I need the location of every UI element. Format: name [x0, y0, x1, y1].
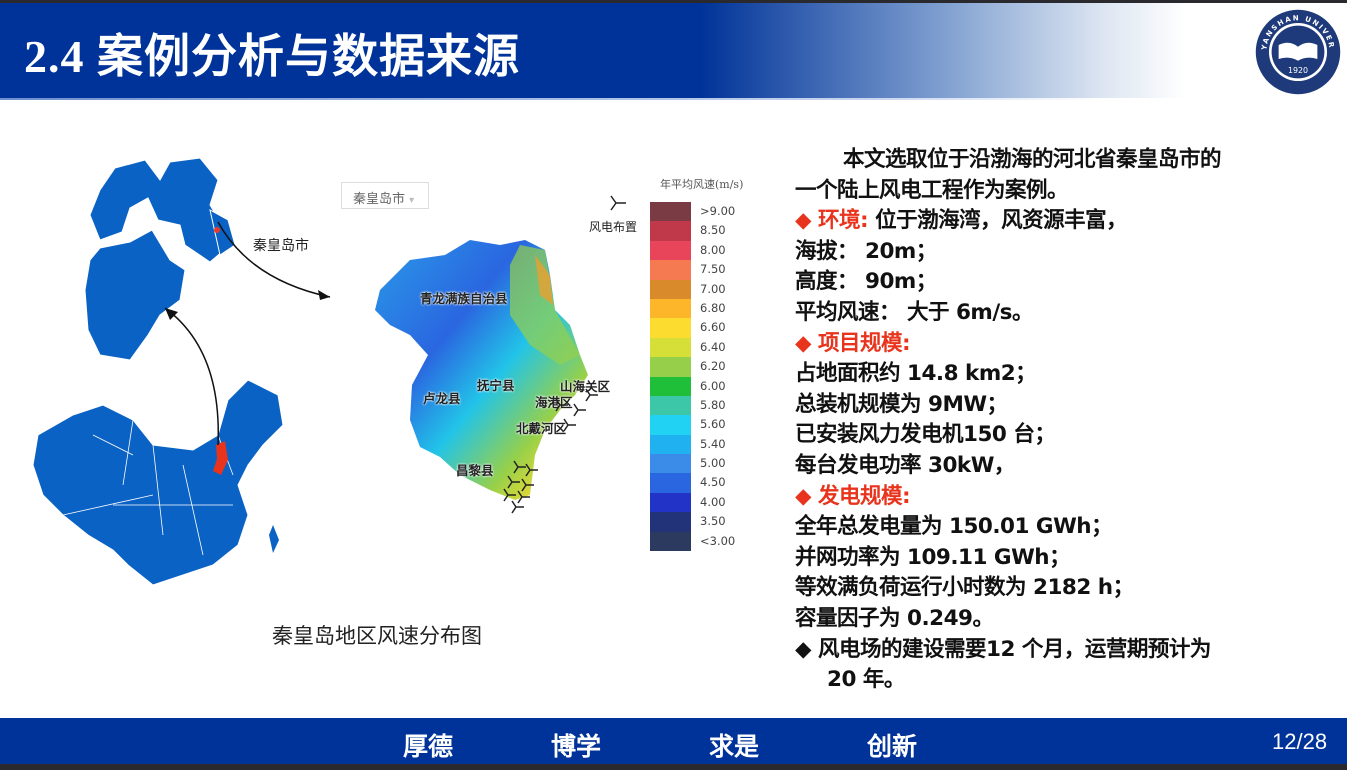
project-label: ◆ 项目规模:: [795, 330, 911, 356]
legend-label: 8.50: [700, 223, 726, 238]
legend-label: 6.20: [700, 359, 726, 374]
wind-speed-map: [375, 240, 588, 500]
content-text: 本文选取位于沿渤海的河北省秦皇岛市的 一个陆上风电工程作为案例。 ◆ 环境: 位…: [795, 145, 1325, 696]
legend-swatch: [650, 415, 691, 435]
legend-label: 5.40: [700, 436, 726, 451]
district-label: 卢龙县: [423, 391, 461, 406]
turbine-markers: [490, 385, 599, 514]
legend-swatch: [650, 260, 691, 280]
legend-swatch: [650, 221, 691, 241]
header-divider: [0, 98, 1100, 100]
turbine-icon: [610, 195, 626, 211]
legend-label: 3.50: [700, 514, 726, 529]
grid-power: 并网功率为 109.11 GWh；: [795, 544, 1071, 570]
page-number: 12/28: [1272, 729, 1328, 754]
legend-swatch: [650, 492, 691, 513]
university-logo: 1920 YANSHAN UNIVERSITY: [1254, 8, 1341, 95]
capacity: 总装机规模为 9MW；: [795, 391, 1008, 417]
legend-title: 年平均风速(m/s): [660, 178, 744, 191]
window-bottom-strip: [0, 764, 1347, 770]
slide-title: 2.4 案例分析与数据来源: [24, 31, 520, 82]
legend-label: 4.50: [700, 475, 726, 490]
legend-swatch: [650, 473, 691, 493]
district-label: 青龙满族自治县: [420, 291, 508, 306]
unit-power: 每台发电功率 30kW，: [795, 452, 1015, 478]
legend-swatch: [650, 279, 691, 299]
legend-label: 6.00: [700, 378, 726, 393]
legend-swatch: [650, 318, 691, 338]
legend-label: >9.00: [700, 204, 736, 218]
height: 高度： 90m；: [795, 269, 937, 295]
legend-swatch: [650, 240, 691, 261]
legend-label: 8.00: [700, 242, 726, 257]
construction-line: ◆ 风电场的建设需要12 个月，运营期预计为: [795, 636, 1211, 662]
annual-generation: 全年总发电量为 150.01 GWh；: [795, 514, 1113, 540]
legend-swatch: [650, 395, 691, 416]
legend-label: 5.60: [700, 417, 726, 432]
legend-swatch: [650, 337, 691, 358]
turbine-legend-label: 风电布置: [589, 220, 638, 234]
legend-swatch: [650, 202, 691, 222]
district-label: 昌黎县: [456, 463, 494, 478]
env-text: 位于渤海湾，风资源丰富，: [875, 208, 1128, 234]
motto-item: 博学: [551, 732, 602, 761]
legend-label: 7.50: [700, 262, 726, 277]
legend-swatch: [650, 298, 691, 319]
figure-caption: 秦皇岛地区风速分布图: [272, 624, 482, 648]
svg-text:1920: 1920: [1288, 66, 1308, 75]
legend-swatch: [650, 512, 691, 532]
legend-label: 5.80: [700, 397, 726, 412]
turbines: 已安装风力发电机150 台；: [795, 422, 1056, 448]
slide-footer: [0, 718, 1347, 764]
legend-swatch: [650, 357, 691, 377]
city-dropdown[interactable]: 秦皇岛市 ▾: [341, 182, 429, 209]
legend-label: 4.00: [700, 494, 726, 509]
generation-label: ◆ 发电规模:: [795, 483, 911, 509]
legend-labels: >9.00 8.50 8.00 7.50 7.00 6.80 6.60 6.40 6.20 6.0…: [700, 202, 735, 551]
legend-label: <3.00: [700, 533, 736, 548]
legend-label: 6.80: [700, 300, 726, 315]
motto-item: 厚德: [403, 732, 454, 761]
legend-swatch: [650, 531, 691, 552]
motto-item: 创新: [867, 732, 918, 761]
district-label: 海港区: [535, 395, 573, 410]
legend-label: 7.00: [700, 281, 726, 296]
area: 占地面积约 14.8 km2；: [795, 361, 1037, 387]
district-label: 北戴河区: [516, 421, 567, 436]
intro-line: 一个陆上风电工程作为案例。: [795, 177, 1069, 203]
callout-arrows: [164, 221, 331, 446]
china-map: [33, 379, 284, 586]
legend-label: 6.40: [700, 339, 726, 354]
legend-swatch: [650, 454, 691, 474]
window-top-strip: [0, 0, 1347, 3]
slide-header: [0, 3, 1347, 98]
env-line: ◆ 环境: 位于渤海湾，风资源丰富，: [795, 206, 1325, 237]
legend-swatch: [650, 434, 691, 455]
hebei-province-map: [84, 157, 236, 361]
intro-line: 本文选取位于沿渤海的河北省秦皇岛市的: [843, 147, 1222, 172]
capacity-factor: 容量因子为 0.249。: [795, 605, 994, 631]
construction-line: 20 年。: [827, 667, 905, 693]
chevron-down-icon: ▾: [409, 195, 415, 206]
env-label: ◆ 环境:: [795, 208, 869, 234]
altitude: 海拔： 20m；: [795, 238, 937, 264]
callout-label: 秦皇岛市: [253, 238, 309, 254]
legend-color-bar: [650, 202, 691, 552]
legend-label: 6.60: [700, 320, 726, 335]
wind-speed: 平均风速： 大于 6m/s。: [795, 299, 1033, 325]
full-load-hours: 等效满负荷运行小时数为 2182 h；: [795, 575, 1134, 601]
legend-swatch: [650, 376, 691, 396]
legend-label: 5.00: [700, 456, 726, 471]
district-label: 山海关区: [560, 379, 611, 394]
motto-item: 求是: [709, 732, 760, 761]
